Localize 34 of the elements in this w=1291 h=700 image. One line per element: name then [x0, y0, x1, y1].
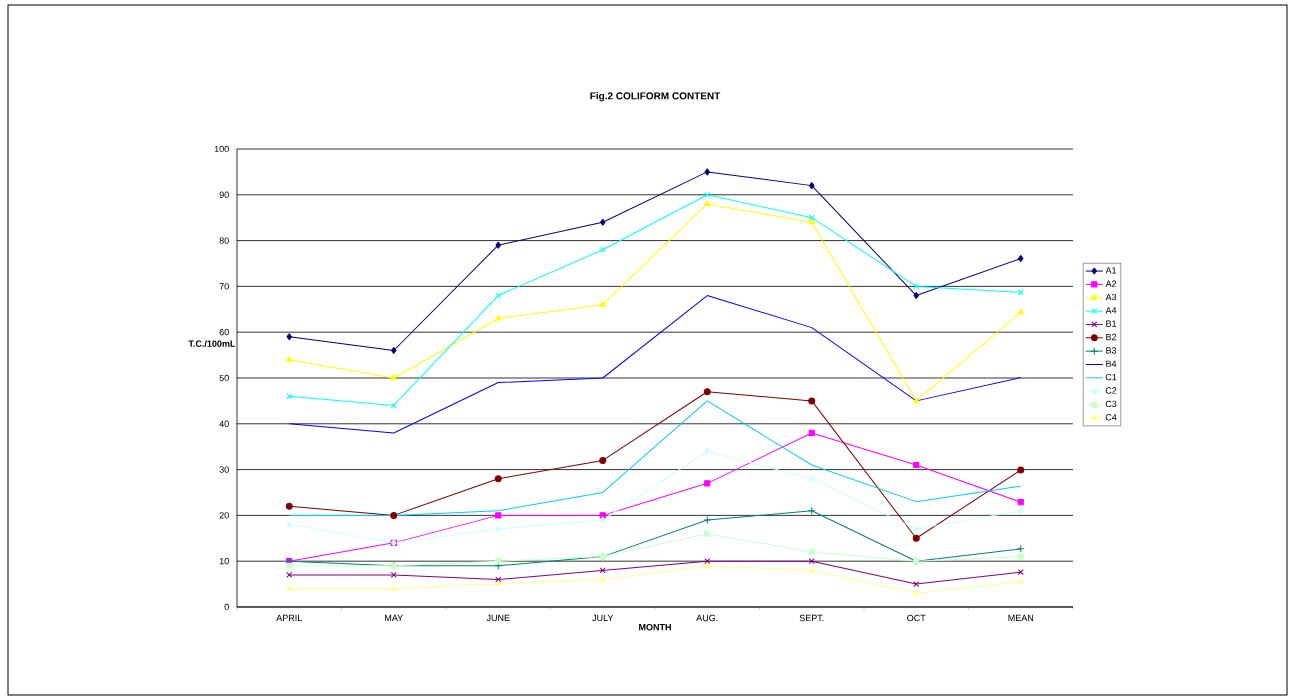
x-tick-label: APRIL: [276, 614, 302, 621]
x-tick-label: JULY: [592, 614, 614, 622]
y-tick-label: 30: [219, 466, 229, 473]
x-tick-label: SEPT.: [799, 614, 824, 622]
x-tick-label: MEAN: [1008, 614, 1034, 621]
legend-label: C2: [1105, 387, 1117, 394]
legend-label: C1: [1105, 373, 1117, 381]
x-tick-label: AUG.: [696, 614, 718, 622]
y-tick-label: 10: [219, 557, 229, 565]
y-tick-label: 20: [219, 512, 229, 519]
x-tick-label: OCT: [907, 614, 926, 622]
x-tick-label: JUNE: [486, 614, 510, 622]
legend-label: A3: [1105, 293, 1117, 301]
legend-label: B4: [1106, 360, 1117, 367]
y-tick-label: 40: [219, 420, 229, 427]
y-tick-label: 50: [219, 374, 229, 382]
y-tick-label: 60: [219, 329, 229, 336]
legend-label: A4: [1105, 307, 1117, 314]
x-tick-label: MAY: [385, 614, 403, 621]
legend-label: C3: [1105, 400, 1117, 408]
y-tick-label: 100: [214, 145, 229, 153]
legend-label: C4: [1105, 414, 1117, 421]
y-tick-label: 0: [224, 603, 229, 611]
legend-label: A1: [1105, 267, 1117, 274]
legend-label: B3: [1106, 347, 1117, 354]
y-tick-label: 80: [219, 237, 229, 244]
y-tick-label: 90: [219, 191, 229, 198]
x-axis-title: MONTH: [639, 624, 671, 631]
legend-label: B1: [1106, 320, 1117, 327]
y-tick-label: 70: [219, 283, 229, 290]
legend-label: B2: [1106, 333, 1117, 341]
legend-label: A2: [1105, 280, 1117, 287]
chart-title: Fig.2 COLIFORM CONTENT: [590, 92, 721, 102]
y-axis-title: T.C./100mL: [188, 340, 236, 347]
